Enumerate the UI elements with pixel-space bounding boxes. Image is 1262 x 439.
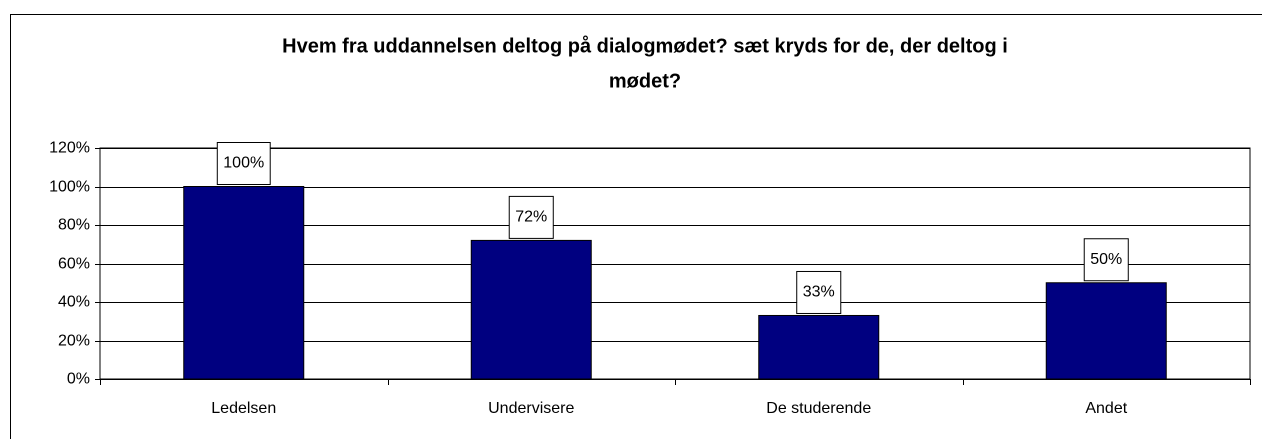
data-label: 100% [223, 155, 264, 172]
data-label-box [216, 142, 271, 185]
y-tick-label: 120% [49, 140, 90, 157]
data-label-box [508, 195, 554, 239]
data-label-box [1083, 238, 1129, 282]
data-label: 50% [1090, 251, 1122, 268]
bar [183, 186, 305, 380]
y-tick-label: 20% [58, 333, 90, 350]
bar [1045, 282, 1167, 380]
data-label-box [796, 270, 842, 314]
y-tick-label: 80% [58, 217, 90, 234]
data-label: 72% [515, 209, 547, 226]
y-tick-label: 40% [58, 294, 90, 311]
y-tick-label: 0% [67, 371, 90, 388]
x-tick-label: Undervisere [488, 400, 574, 417]
y-tick-label: 60% [58, 256, 90, 273]
bar [470, 239, 592, 380]
x-tick-label: Andet [1085, 400, 1127, 417]
y-tick-label: 100% [49, 179, 90, 196]
bar [758, 314, 880, 380]
x-tick-label: De studerende [766, 400, 871, 417]
data-label: 33% [803, 284, 835, 301]
x-tick-label: Ledelsen [211, 400, 276, 417]
chart-title: mødet? [609, 70, 681, 92]
chart-title: Hvem fra uddannelsen deltog på dialogmød… [282, 34, 1008, 57]
